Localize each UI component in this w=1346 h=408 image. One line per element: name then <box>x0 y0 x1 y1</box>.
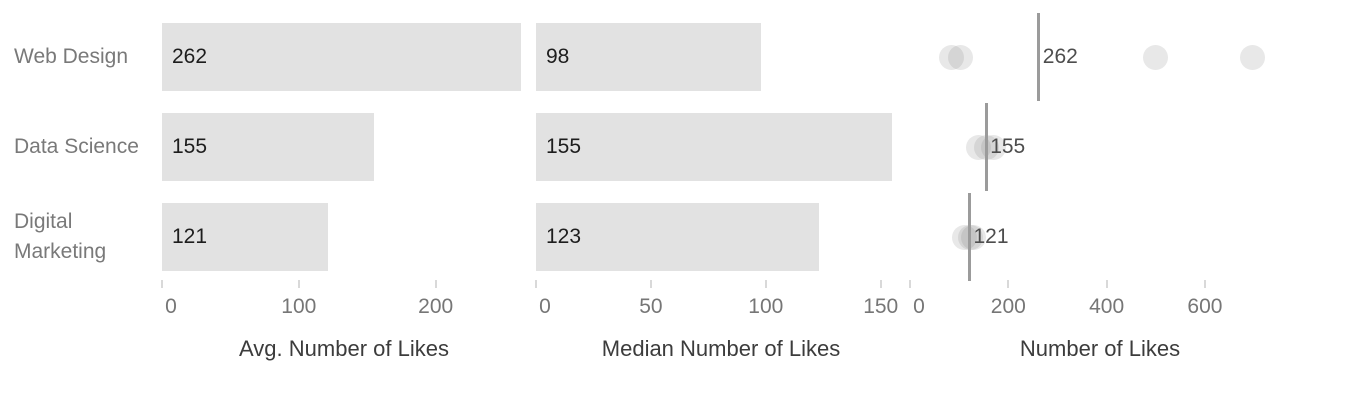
x-axis-tick-label: 50 <box>639 295 663 318</box>
x-axis-title: Avg. Number of Likes <box>239 336 449 361</box>
category-axis: Web Design Data Science Digital Marketing <box>0 0 162 408</box>
dot-mark[interactable] <box>1240 44 1266 70</box>
dot-mark[interactable] <box>951 224 977 250</box>
x-axis-tick <box>535 280 537 288</box>
x-axis-tick-label: 600 <box>1187 295 1223 318</box>
bar-value-label: 155 <box>546 135 582 158</box>
category-label: Digital Marketing <box>14 210 107 263</box>
category-label: Data Science <box>14 135 139 158</box>
x-axis-title: Number of Likes <box>1019 336 1181 361</box>
dot-mark[interactable] <box>1143 44 1169 70</box>
x-axis-tick <box>1007 280 1010 288</box>
x-axis-tick <box>879 280 882 288</box>
bar-mark[interactable]: 155 <box>536 113 893 181</box>
dot-mark[interactable] <box>948 44 974 70</box>
x-axis-tick-label: 200 <box>418 295 454 318</box>
x-axis-tick <box>764 280 767 288</box>
reference-line-label: 155 <box>990 135 1026 158</box>
x-axis-tick <box>909 280 911 288</box>
x-axis-tick <box>649 280 652 288</box>
bar-value-label: 123 <box>546 225 582 248</box>
bar-mark[interactable]: 123 <box>536 203 819 271</box>
x-axis-tick <box>434 280 437 288</box>
dot-mark[interactable] <box>961 224 987 250</box>
bar-value-label: 155 <box>172 135 208 158</box>
reference-line[interactable] <box>967 193 971 281</box>
x-axis-tick <box>1203 280 1206 288</box>
reference-line-label: 121 <box>973 225 1009 248</box>
bar-mark[interactable]: 98 <box>536 23 762 91</box>
bar-mark[interactable]: 155 <box>162 113 375 181</box>
bar-mark[interactable]: 262 <box>162 23 521 91</box>
bar-value-label: 98 <box>546 45 570 68</box>
bar-value-label: 121 <box>172 225 208 248</box>
x-axis-tick <box>161 280 163 288</box>
x-axis-tick-label: 200 <box>990 295 1026 318</box>
reference-line[interactable] <box>984 103 988 191</box>
panel-avg-likes: 262 155 121 0 100 200 Avg. Number of Likes <box>161 0 526 408</box>
x-axis-tick-label: 0 <box>165 295 177 318</box>
bar-mark[interactable]: 121 <box>162 203 328 271</box>
bar-value-label: 262 <box>172 45 208 68</box>
reference-line-label: 262 <box>1042 45 1078 68</box>
x-axis-tick-label: 0 <box>539 295 551 318</box>
reference-line[interactable] <box>1037 13 1041 101</box>
category-label: Web Design <box>14 45 129 68</box>
x-axis-tick-label: 150 <box>863 295 899 318</box>
x-axis-title: Median Number of Likes <box>601 336 841 361</box>
x-axis-tick-label: 400 <box>1089 295 1125 318</box>
x-axis-tick-label: 100 <box>748 295 784 318</box>
panel-median-likes: 98 155 123 0 50 100 150 Median Number of Likes <box>535 0 906 408</box>
x-axis-tick-label: 100 <box>281 295 317 318</box>
x-axis-tick <box>297 280 300 288</box>
panel-likes-strip-plot: 262 155 121 0 200 400 600 Number of Likes <box>909 0 1290 408</box>
x-axis-tick-label: 0 <box>913 295 925 318</box>
dot-mark[interactable] <box>939 44 965 70</box>
x-axis-tick <box>1105 280 1108 288</box>
